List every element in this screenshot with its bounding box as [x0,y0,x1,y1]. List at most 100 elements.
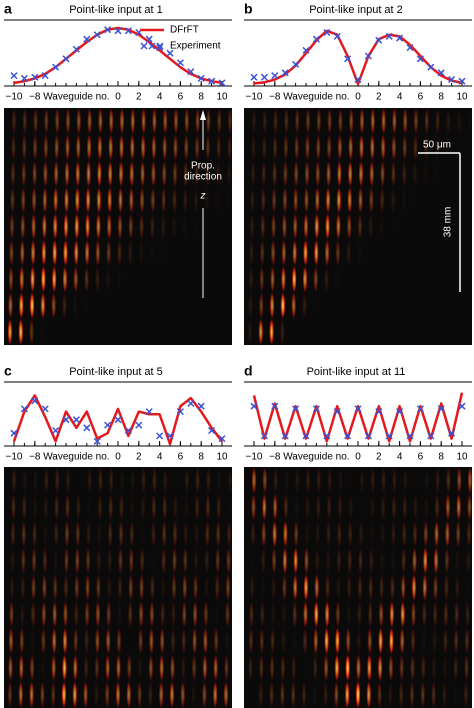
streak [292,572,298,603]
streak [51,653,57,683]
streak [140,159,146,189]
x-tick-label: −8 [29,92,41,103]
streak [126,653,132,683]
streak [31,519,38,549]
streak [355,653,362,683]
x-tick-label: −10 [6,92,23,103]
streak [291,291,297,320]
streak [444,519,450,549]
streak [259,626,265,656]
streak [9,185,16,215]
streak [216,133,222,162]
streak [213,653,219,683]
streak [248,626,254,656]
experiment-point [271,402,279,410]
streak [261,159,267,189]
streak [420,679,426,708]
streak [63,185,70,215]
streak [105,626,111,656]
streak [434,519,440,549]
streak [313,291,318,320]
streak [367,599,373,630]
streak [204,185,210,215]
streak [74,572,80,603]
streak [292,238,298,268]
streak [432,599,438,630]
streak [292,212,298,241]
x-tick-label: 4 [157,92,163,103]
streak [97,465,103,496]
x-tick-label: 4 [157,452,163,463]
streak [249,572,255,603]
streak [337,133,343,162]
streak [40,291,46,320]
streak [215,545,221,576]
streak [19,238,25,268]
streak [357,212,363,241]
streak [95,599,101,630]
streak [138,238,144,268]
streak [359,465,365,496]
streak [149,238,154,267]
streak [42,545,48,576]
experiment-point [364,432,372,440]
streak [64,133,71,162]
experiment-point [292,60,300,68]
streak [337,465,343,496]
streak [250,519,256,549]
streak [271,572,277,603]
streak [281,572,287,603]
streak [248,599,255,630]
streak [215,159,221,189]
streak [151,465,157,496]
streak [193,545,199,576]
streak [51,291,57,320]
streak [272,159,278,189]
experiment-point [281,432,289,440]
streak [270,626,276,656]
annotation: 50 μm [423,140,451,151]
streak [202,653,208,683]
streak [10,519,16,549]
streak [279,679,285,708]
streak [312,679,318,708]
streak [281,599,287,630]
x-tick-label: 10 [456,452,468,463]
x-tick-label: 6 [178,92,184,103]
streak [180,679,186,708]
streak [424,465,430,496]
streak [85,185,91,215]
streak [95,212,101,241]
experiment-point [427,432,435,440]
streak [402,133,408,162]
streak [261,133,267,162]
streak [116,265,121,294]
streak [119,106,125,136]
streak [73,626,79,656]
experiment-point [135,421,143,429]
streak [10,159,16,189]
streak [453,680,458,708]
x-tick-label: −10 [6,452,23,463]
streak [380,519,386,549]
streak [151,106,157,136]
streak [250,159,256,189]
experiment-point [72,45,80,53]
streak [445,465,451,496]
streak [380,159,386,189]
x-tick-label: 10 [216,92,228,103]
streak [421,599,427,630]
legend-marker [148,42,156,50]
streak [137,679,143,708]
experiment-point [62,55,70,63]
streak [389,572,395,603]
streak [315,492,321,522]
experiment-point [156,44,164,52]
streak [305,465,311,496]
experiment-point [260,432,268,440]
streak [205,106,211,136]
streak [215,186,220,215]
streak [283,133,289,162]
x-tick-label: 0 [355,452,361,463]
streak [65,106,71,136]
